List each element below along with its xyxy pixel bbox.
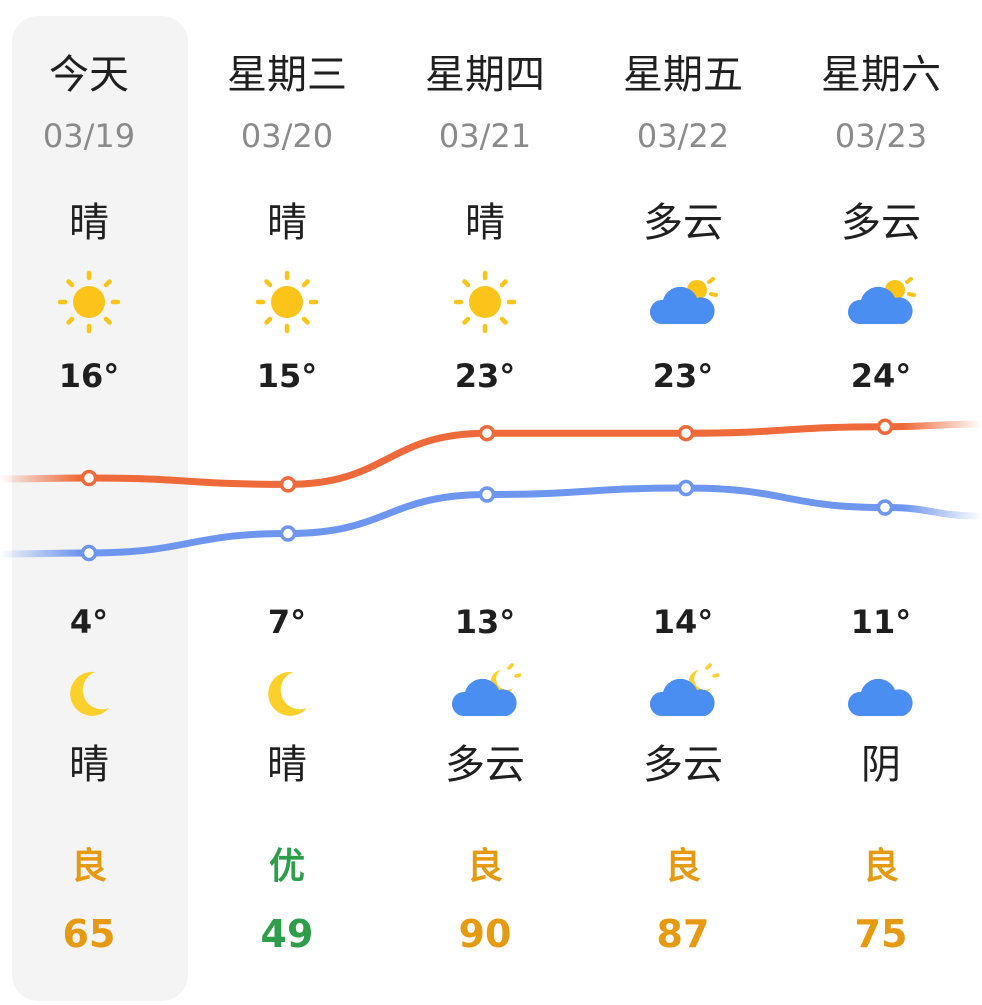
night-condition: 晴 — [267, 742, 307, 788]
sun-icon — [188, 268, 386, 336]
forecast-day-4[interactable]: 星期六 03/23 多云 24° 11° 阴 良 75 — [782, 0, 980, 1005]
low-temperature: 4° — [69, 603, 109, 641]
night-condition: 多云 — [445, 742, 525, 788]
day-date: 03/21 — [438, 117, 532, 155]
cloud-sun-icon — [584, 268, 782, 336]
forecast-day-1[interactable]: 星期三 03/20 晴 15° 7° 晴 优 49 — [188, 0, 386, 1005]
day-name: 星期六 — [821, 52, 941, 98]
low-temperature: 14° — [652, 603, 714, 641]
aqi-value: 49 — [260, 912, 314, 956]
day-date: 03/22 — [636, 117, 730, 155]
low-temperature: 7° — [267, 603, 307, 641]
aqi-value: 75 — [854, 912, 908, 956]
day-condition: 多云 — [841, 200, 921, 246]
aqi-label: 良 — [862, 846, 899, 887]
forecast-day-0[interactable]: 今天 03/19 晴 16° 4° 晴 良 65 — [0, 0, 188, 1005]
night-condition: 晴 — [69, 742, 109, 788]
high-temperature: 16° — [58, 357, 120, 395]
high-temperature: 15° — [256, 357, 318, 395]
day-condition: 晴 — [267, 200, 307, 246]
cloud-icon — [782, 660, 980, 728]
aqi-value: 90 — [458, 912, 512, 956]
day-condition: 晴 — [465, 200, 505, 246]
aqi-value: 65 — [62, 912, 116, 956]
cloud-moon-icon — [386, 660, 584, 728]
forecast-day-2[interactable]: 星期四 03/21 晴 23° 13° 多云 良 90 — [386, 0, 584, 1005]
low-temperature: 13° — [454, 603, 516, 641]
day-name: 星期四 — [425, 52, 545, 98]
high-temperature: 23° — [652, 357, 714, 395]
day-name: 星期五 — [623, 52, 743, 98]
day-date: 03/19 — [42, 117, 136, 155]
sun-icon — [0, 268, 188, 336]
moon-icon — [188, 660, 386, 728]
aqi-label: 优 — [268, 846, 305, 887]
low-temperature: 11° — [850, 603, 912, 641]
forecast-day-3[interactable]: 星期五 03/22 多云 23° 14° 多云 良 87 — [584, 0, 782, 1005]
moon-icon — [0, 660, 188, 728]
day-date: 03/23 — [834, 117, 928, 155]
day-name: 今天 — [49, 52, 129, 98]
high-temperature: 23° — [454, 357, 516, 395]
day-date: 03/20 — [240, 117, 334, 155]
day-condition: 晴 — [69, 200, 109, 246]
aqi-value: 87 — [656, 912, 710, 956]
night-condition: 多云 — [643, 742, 723, 788]
aqi-label: 良 — [664, 846, 701, 887]
cloud-moon-icon — [584, 660, 782, 728]
sun-icon — [386, 268, 584, 336]
cloud-sun-icon — [782, 268, 980, 336]
high-temperature: 24° — [850, 357, 912, 395]
day-name: 星期三 — [227, 52, 347, 98]
night-condition: 阴 — [861, 742, 901, 788]
day-condition: 多云 — [643, 200, 723, 246]
aqi-label: 良 — [70, 846, 107, 887]
aqi-label: 良 — [466, 846, 503, 887]
